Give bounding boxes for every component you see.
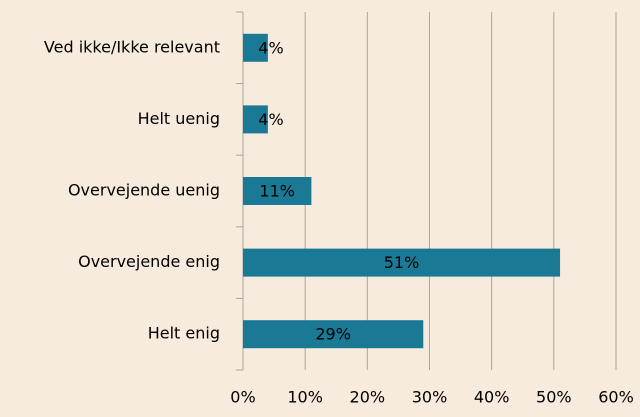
bar xyxy=(243,320,424,349)
data-label: 29% xyxy=(315,325,351,344)
data-label: 51% xyxy=(384,253,420,272)
y-tick-label: Overvejende enig xyxy=(78,252,220,271)
x-tick-label: 50% xyxy=(536,388,572,407)
x-tick-label: 60% xyxy=(598,388,634,407)
y-tick-label: Ved ikke/Ikke relevant xyxy=(44,37,220,56)
bar xyxy=(243,105,268,134)
y-tick-label: Overvejende uenig xyxy=(68,181,220,200)
x-tick-label: 30% xyxy=(412,388,448,407)
bar xyxy=(243,177,312,205)
data-label: 4% xyxy=(258,110,283,129)
bar xyxy=(243,248,561,277)
x-tick-label: 10% xyxy=(287,388,323,407)
x-tick-label: 40% xyxy=(474,388,510,407)
data-label: 11% xyxy=(259,182,295,201)
y-tick-label: Helt enig xyxy=(148,324,220,343)
data-label: 4% xyxy=(258,38,283,57)
x-tick-label: 0% xyxy=(230,388,255,407)
x-tick-label: 20% xyxy=(350,388,386,407)
bar xyxy=(243,33,268,62)
y-tick-label: Helt uenig xyxy=(138,109,220,128)
